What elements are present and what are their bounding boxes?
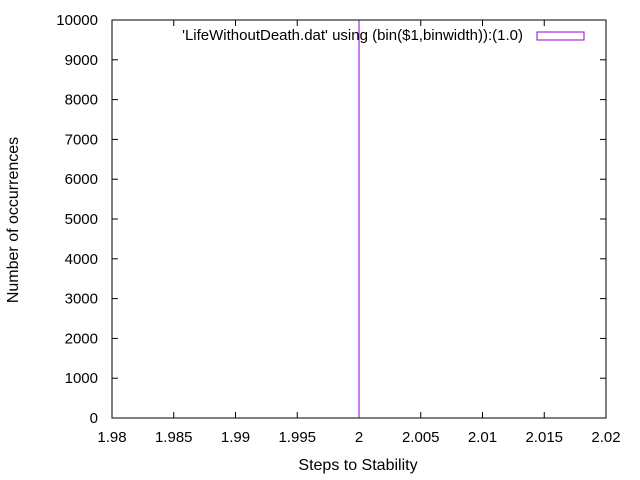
x-tick-label: 2.01 [468, 429, 497, 446]
legend-swatch [536, 31, 585, 41]
plot-frame [111, 19, 607, 419]
legend-label: 'LifeWithoutDeath.dat' using (bin($1,bin… [182, 27, 523, 44]
y-tick-label: 2000 [65, 330, 98, 347]
x-tick-label: 1.98 [97, 429, 126, 446]
y-axis-title: Number of occurrences [5, 137, 22, 303]
x-tick-label: 1.995 [278, 429, 316, 446]
x-tick-label: 2 [355, 429, 363, 446]
x-axis-title: Steps to Stability [298, 457, 417, 474]
y-tick-label: 0 [90, 410, 98, 427]
x-tick-labels: 1.98 1.985 1.99 1.995 2 2.005 2.01 2.015 2.02 [97, 429, 620, 446]
x-tick-label: 2.015 [525, 429, 563, 446]
x-tick-label: 1.985 [155, 429, 193, 446]
y-tick-label: 6000 [65, 171, 98, 188]
y-tick-label: 4000 [65, 251, 98, 268]
y-tick-labels: 0 1000 2000 3000 4000 5000 6000 7000 8000 9000 100… [56, 12, 98, 427]
y-tick-label: 10000 [56, 12, 98, 29]
x-tick-label: 2.02 [591, 429, 620, 446]
y-tick-label: 5000 [65, 211, 98, 228]
x-tick-label: 1.99 [221, 429, 250, 446]
legend: 'LifeWithoutDeath.dat' using (bin($1,bin… [182, 27, 585, 44]
y-tick-label: 1000 [65, 370, 98, 387]
x-tick-label: 2.005 [402, 429, 440, 446]
y-tick-label: 8000 [65, 92, 98, 109]
y-tick-label: 7000 [65, 131, 98, 148]
y-tick-label: 9000 [65, 52, 98, 69]
y-tick-label: 3000 [65, 291, 98, 308]
